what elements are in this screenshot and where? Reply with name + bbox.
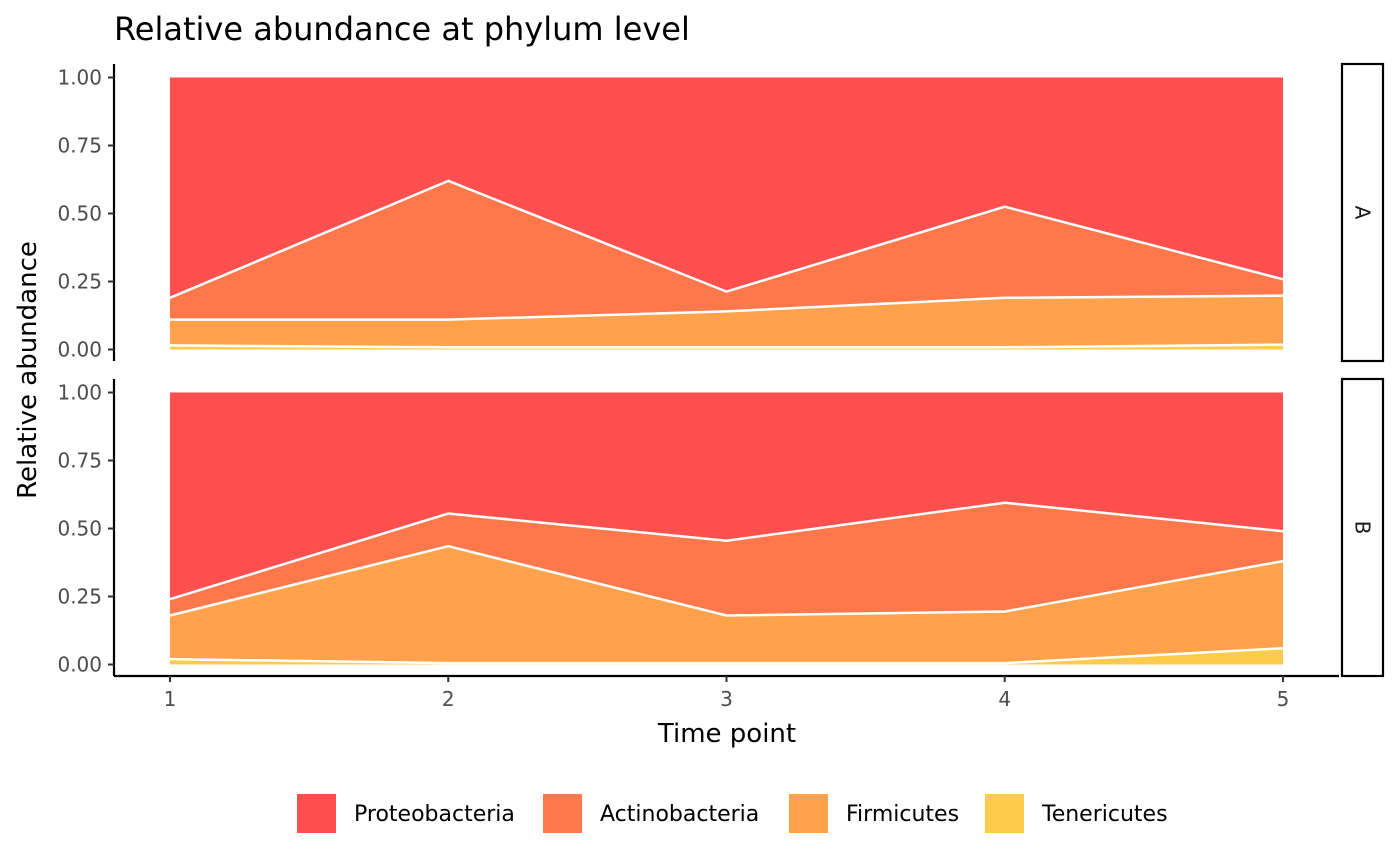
- area-proteobacteria-B: [170, 392, 1283, 600]
- y-tick-label-A: 0.25: [57, 270, 102, 294]
- y-tick-label-A: 0.75: [57, 134, 102, 158]
- boundary-actinobacteria-A: [169, 179, 1284, 299]
- y-tick-label-B: 0.75: [57, 449, 102, 473]
- y-tick-label-A: 1.00: [57, 66, 102, 90]
- y-tick-label-B: 0.25: [57, 585, 102, 609]
- legend-key-tenericutes: [985, 794, 1024, 833]
- x-axis-title: Time point: [657, 719, 796, 749]
- legend: Proteobacteria Actinobacteria Firmicutes Te…: [297, 794, 1168, 833]
- x-tick-label: 1: [164, 687, 177, 711]
- area-actinobacteria-A: [170, 180, 1283, 320]
- x-tick-label: 5: [1277, 687, 1290, 711]
- legend-item-actinobacteria: Actinobacteria: [543, 794, 759, 833]
- y-tick-label-B: 0.00: [57, 653, 102, 677]
- panel-B: 0.00 0.25 0.50 0.75 1.00 B: [57, 377, 1385, 678]
- boundary-actinobacteria-B: [169, 501, 1284, 601]
- facet-strip-label-B: B: [1351, 521, 1375, 535]
- legend-key-firmicutes: [789, 794, 828, 833]
- area-firmicutes-A: [170, 295, 1283, 348]
- legend-label-firmicutes: Firmicutes: [846, 802, 959, 827]
- legend-key-actinobacteria: [543, 794, 582, 833]
- facet-strip-label-A: A: [1351, 206, 1375, 220]
- legend-item-firmicutes: Firmicutes: [789, 794, 959, 833]
- x-tick-label: 2: [442, 687, 455, 711]
- area-actinobacteria-B: [170, 502, 1283, 616]
- facet-strip-A: [1340, 62, 1385, 363]
- area-proteobacteria-A: [170, 77, 1283, 298]
- y-tick-label-B: 1.00: [57, 381, 102, 405]
- x-tick-label: 3: [720, 687, 733, 711]
- facet-strip-B: [1340, 377, 1385, 678]
- legend-item-proteobacteria: Proteobacteria: [297, 794, 515, 833]
- y-tick-label-B: 0.50: [57, 517, 102, 541]
- chart-title: Relative abundance at phylum level: [114, 10, 690, 48]
- boundary-firmicutes-A: [170, 294, 1284, 321]
- legend-item-tenericutes: Tenericutes: [985, 794, 1168, 833]
- area-tenericutes-B: [170, 648, 1283, 665]
- legend-label-tenericutes: Tenericutes: [1041, 802, 1168, 827]
- boundary-firmicutes-B: [169, 544, 1284, 617]
- legend-label-proteobacteria: Proteobacteria: [354, 802, 515, 827]
- area-firmicutes-B: [170, 546, 1283, 664]
- legend-label-actinobacteria: Actinobacteria: [600, 802, 759, 827]
- y-tick-label-A: 0.50: [57, 202, 102, 226]
- y-axis-title: Relative abundance: [13, 241, 43, 499]
- boundary-tenericutes-A: [169, 343, 1284, 349]
- y-tick-label-A: 0.00: [57, 338, 102, 362]
- boundary-tenericutes-B: [169, 646, 1284, 665]
- panel-A: 0.00 0.25 0.50 0.75 1.00 A: [57, 62, 1385, 363]
- facet-panels: 0.00 0.25 0.50 0.75 1.00 A 0.00 0.25 0.50 0.75 1.0…: [57, 62, 1385, 711]
- legend-key-proteobacteria: [297, 794, 336, 833]
- x-tick-label: 4: [998, 687, 1011, 711]
